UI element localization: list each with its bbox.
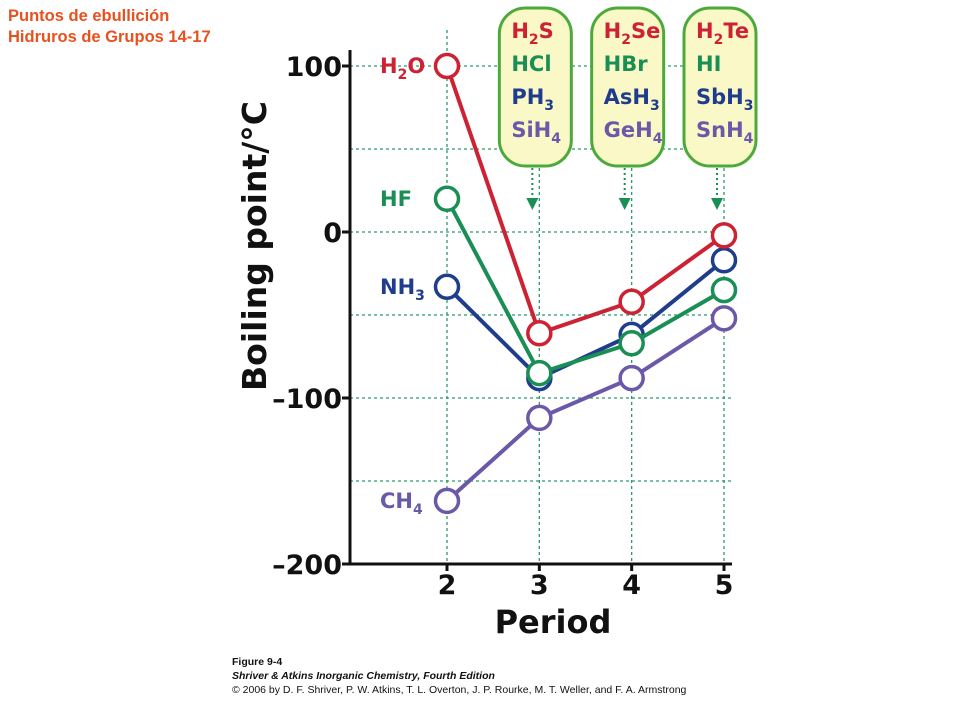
group-box-formula: H2Se xyxy=(604,19,661,48)
data-point-hf xyxy=(710,276,738,304)
series-label-nh3: NH3 xyxy=(380,275,425,304)
group-box-formula: GeH4 xyxy=(604,118,663,147)
y-tick-label: –100 xyxy=(272,384,342,415)
series-layer xyxy=(433,52,738,515)
y-tick-label: –200 xyxy=(272,550,342,581)
slide-title-line-2: Hidruros de Grupos 14-17 xyxy=(8,28,211,46)
series-line-h2o xyxy=(445,65,726,336)
group-box-arrow-head xyxy=(711,198,723,210)
data-point-h2o xyxy=(710,222,738,249)
group-box-arrow-head xyxy=(618,198,631,210)
figure-caption: Figure 9-4 Shriver & Atkins Inorganic Ch… xyxy=(232,655,686,697)
group-box-formula: HCl xyxy=(511,52,551,76)
labels-layer: H2O HF NH3 CH4 xyxy=(380,54,425,518)
group-box-period-3: H2S HCl PH3 SiH4 xyxy=(497,6,573,210)
group-box-period-5: H2Te HI SbH3 SnH4 xyxy=(682,6,758,210)
slide-title-line-1: Puntos de ebullición xyxy=(8,7,170,25)
group-box-frame xyxy=(590,6,666,168)
data-point-h2o xyxy=(618,288,645,315)
group-box-arrow-head xyxy=(526,198,539,210)
group-box-formula: SnH4 xyxy=(696,118,754,147)
caption-figure-number: Figure 9-4 xyxy=(232,656,283,668)
group-box-formula: SbH3 xyxy=(696,85,753,114)
caption-book-title: Shriver & Atkins Inorganic Chemistry, Fo… xyxy=(232,670,495,682)
group-box-formula: HI xyxy=(696,52,721,76)
x-tick-label: 4 xyxy=(622,570,641,601)
group-boxes: H2S HCl PH3 SiH4 H2Se HBr AsH3 GeH4 H2Te HI SbH3 Sn… xyxy=(497,6,758,210)
group-box-frame xyxy=(682,6,758,168)
group-box-formula: SiH4 xyxy=(511,118,561,147)
data-point-ch4 xyxy=(433,487,461,515)
x-tick-label: 2 xyxy=(438,570,457,601)
group-box-formula: H2Te xyxy=(696,19,749,48)
data-point-ch4 xyxy=(526,404,553,432)
x-tick-label: 5 xyxy=(715,570,734,601)
series-label-ch4: CH4 xyxy=(380,489,423,518)
group-box-formula: AsH3 xyxy=(604,85,660,114)
series-line-hf xyxy=(445,197,725,376)
x-axis-label: Period xyxy=(495,603,612,641)
y-axis-label: Boiling point/°C xyxy=(235,101,274,391)
group-box-period-4: H2Se HBr AsH3 GeH4 xyxy=(590,6,666,210)
x-tick-label: 3 xyxy=(530,570,549,601)
data-point-h2o xyxy=(526,320,553,347)
data-point-nh3 xyxy=(433,273,461,301)
data-point-hf xyxy=(618,329,645,357)
group-box-formula: PH3 xyxy=(511,85,554,114)
data-point-nh3 xyxy=(710,246,738,274)
data-point-ch4 xyxy=(618,364,645,392)
data-point-h2o xyxy=(433,52,461,80)
series-label-hf: HF xyxy=(380,187,412,211)
series-line-ch4 xyxy=(445,316,726,503)
y-tick-label: 100 xyxy=(286,52,342,83)
data-point-hf xyxy=(526,359,553,387)
y-tick-label: 0 xyxy=(323,218,342,249)
data-point-ch4 xyxy=(710,305,738,332)
group-box-frame xyxy=(497,6,573,168)
series-label-h2o: H2O xyxy=(380,54,425,83)
data-point-hf xyxy=(433,185,461,213)
axes: 100 0 –100 –200 2 3 4 5 Period Boiling point/°C xyxy=(235,50,733,641)
group-box-formula: H2S xyxy=(511,19,553,48)
caption-copyright: © 2006 by D. F. Shriver, P. W. Atkins, T… xyxy=(232,684,687,696)
boiling-point-chart: H2S HCl PH3 SiH4 H2Se HBr AsH3 GeH4 H2Te HI SbH3 Sn… xyxy=(235,6,758,641)
group-box-formula: HBr xyxy=(604,52,649,76)
slide-title: Puntos de ebullición Hidruros de Grupos … xyxy=(8,6,211,48)
